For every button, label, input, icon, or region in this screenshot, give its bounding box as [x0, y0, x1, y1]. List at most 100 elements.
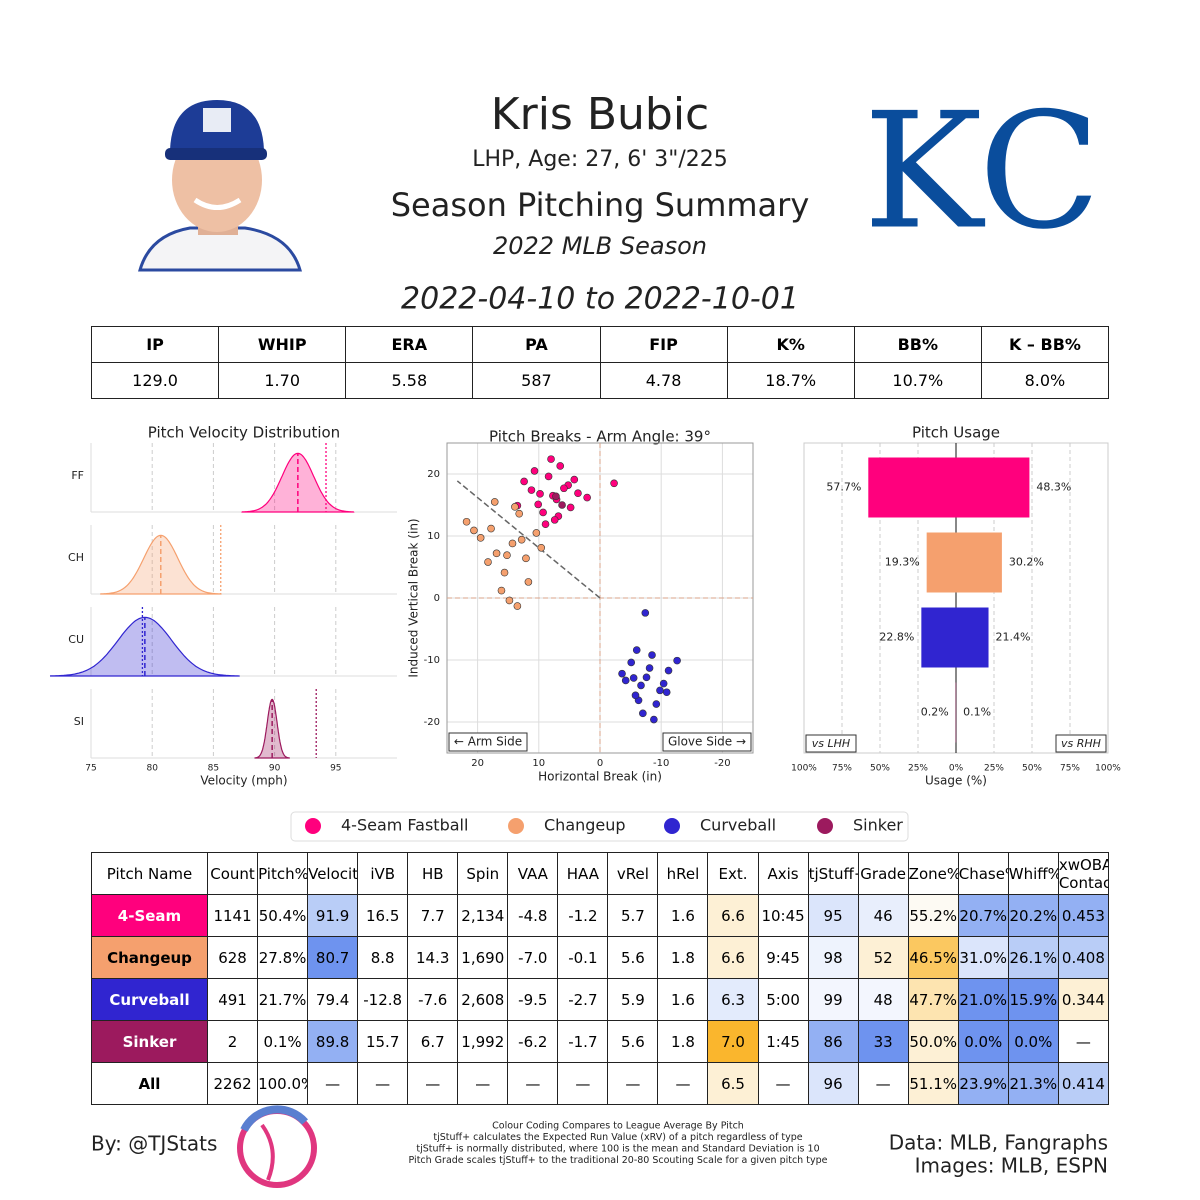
pitch-stat: -12.8	[357, 978, 409, 1021]
column-header: Count	[207, 852, 259, 895]
pitch-row: Changeup 628 27.8% 80.7 8.8 14.3 1,690 -7.0 -0.1…	[90, 936, 1110, 979]
pitch-point	[503, 551, 511, 560]
date-range: 2022-04-10 to 2022-10-01	[401, 282, 799, 317]
x-tick-label: 25%	[908, 764, 928, 774]
pitch-stat: —	[357, 1062, 409, 1105]
pitch-stat: 8.8	[357, 936, 409, 979]
pitch-name: All	[90, 1062, 209, 1105]
pitch-point	[629, 674, 638, 682]
pitch-point	[570, 475, 579, 484]
pitch-point	[656, 686, 664, 695]
pitch-point	[673, 656, 681, 665]
season: 2022 MLB Season	[493, 232, 707, 260]
pitch-point	[566, 503, 575, 512]
pitch-point	[574, 489, 582, 498]
pitch-stat: —	[457, 1062, 509, 1105]
pitch-stat: —	[557, 1062, 609, 1105]
pitch-stat: 79.4	[307, 978, 359, 1021]
legend-marker	[664, 818, 680, 834]
pitch-stat: 6.6	[707, 894, 759, 937]
pitch-stat: 2,608	[457, 978, 509, 1021]
pitch-stat: 1,690	[457, 936, 509, 979]
pitch-point	[534, 500, 542, 509]
pitch-stat: 1.8	[657, 1020, 709, 1063]
usage-bar	[956, 457, 1030, 518]
pitch-point	[583, 493, 591, 502]
x-tick-label: 100%	[1095, 764, 1121, 774]
pitch-name: Sinker	[90, 1020, 209, 1063]
stat-header: IP	[90, 326, 220, 363]
legend-marker	[817, 818, 833, 834]
pitch-stat: 21.7%	[257, 978, 309, 1021]
pitch-stat: 33	[857, 1020, 909, 1063]
value-row: 129.0 1.70 5.58 587 4.78 18.7% 10.7% 8.0%	[90, 362, 1110, 399]
pitch-row: 4-Seam 1141 50.4% 91.9 16.5 7.7 2,134 -4.8 -1.2 5…	[90, 894, 1110, 937]
pitch-point	[524, 578, 533, 586]
pitch-stat: 89.8	[307, 1020, 359, 1063]
pitch-point	[527, 486, 536, 494]
pitch-stat: 6.7	[407, 1020, 459, 1063]
series-box	[805, 734, 857, 753]
value-label: 48.3%	[1036, 481, 1071, 494]
pitch-point	[547, 455, 555, 463]
pitch-stat: 21.3%	[1007, 1062, 1059, 1105]
pitch-point	[462, 517, 471, 526]
pitch-stat: 20.2%	[1007, 894, 1059, 937]
pitch-stat: 46	[857, 894, 909, 937]
column-header: Pitch Name	[90, 852, 209, 895]
pitch-stat: -7.0	[507, 936, 559, 979]
column-header: Axis	[757, 852, 809, 895]
x-tick-label: 100%	[791, 764, 817, 774]
legend-label: 4-Seam Fastball	[341, 816, 468, 835]
stat-header: WHIP	[218, 326, 347, 363]
chart-title: Pitch Velocity Distribution	[148, 424, 340, 442]
annotation-box	[662, 732, 752, 752]
pitch-point	[558, 501, 566, 509]
legend-label: Curveball	[700, 816, 776, 835]
credit: By: @TJStats	[91, 1132, 217, 1156]
density-curve	[100, 534, 222, 595]
column-header: Spin	[457, 852, 509, 895]
pitch-stat: 628	[207, 936, 259, 979]
column-header: Pitch%	[257, 852, 309, 895]
pitch-point	[642, 673, 651, 682]
pitch-stat: 0.344	[1057, 978, 1110, 1021]
pitch-row: All2262100.0%————————6.5—96—51.1%23.9%21…	[90, 1062, 1110, 1105]
pitch-point	[627, 658, 636, 667]
pitch-stat: 7.0	[707, 1020, 759, 1063]
pitch-stat: 1141	[207, 894, 259, 937]
x-tick-label: 0%	[949, 764, 964, 774]
column-header: Whiff%	[1007, 852, 1059, 895]
pitch-stat: 6.3	[707, 978, 759, 1021]
stat-value: 129.0	[90, 362, 220, 399]
y-tick-label: -10	[424, 655, 440, 666]
pitch-stat: 26.1%	[1007, 936, 1059, 979]
usage-bar	[926, 532, 956, 593]
pitch-stat: 100.0%	[257, 1062, 309, 1105]
pitch-stat: 1,992	[457, 1020, 509, 1063]
x-tick-label: 10	[532, 758, 545, 769]
usage-bar	[921, 607, 956, 668]
pitch-point	[497, 586, 506, 595]
pitch-stat: 31.0%	[957, 936, 1009, 979]
footnote: tjStuff+ calculates the Expected Run Val…	[433, 1132, 802, 1143]
x-tick-label: 20	[471, 758, 484, 769]
pitch-stat: 86	[807, 1020, 859, 1063]
pitch-point	[505, 596, 514, 605]
stat-value: 587	[472, 362, 601, 399]
pitch-stat: 16.5	[357, 894, 409, 937]
y-tick-label: 20	[427, 469, 440, 480]
pitch-stat: -9.5	[507, 978, 559, 1021]
pitch-point	[618, 669, 626, 678]
x-tick-label: 50%	[1022, 764, 1042, 774]
player-name: Kris Bubic	[491, 89, 710, 140]
pitch-stat: 21.0%	[957, 978, 1009, 1021]
pitch-point	[541, 520, 550, 529]
pitch-stat: —	[657, 1062, 709, 1105]
column-header: Ext.	[707, 852, 759, 895]
pitch-stat: 5.7	[607, 894, 659, 937]
pitch-name: Curveball	[90, 978, 209, 1021]
column-header: Velocity	[307, 852, 359, 895]
